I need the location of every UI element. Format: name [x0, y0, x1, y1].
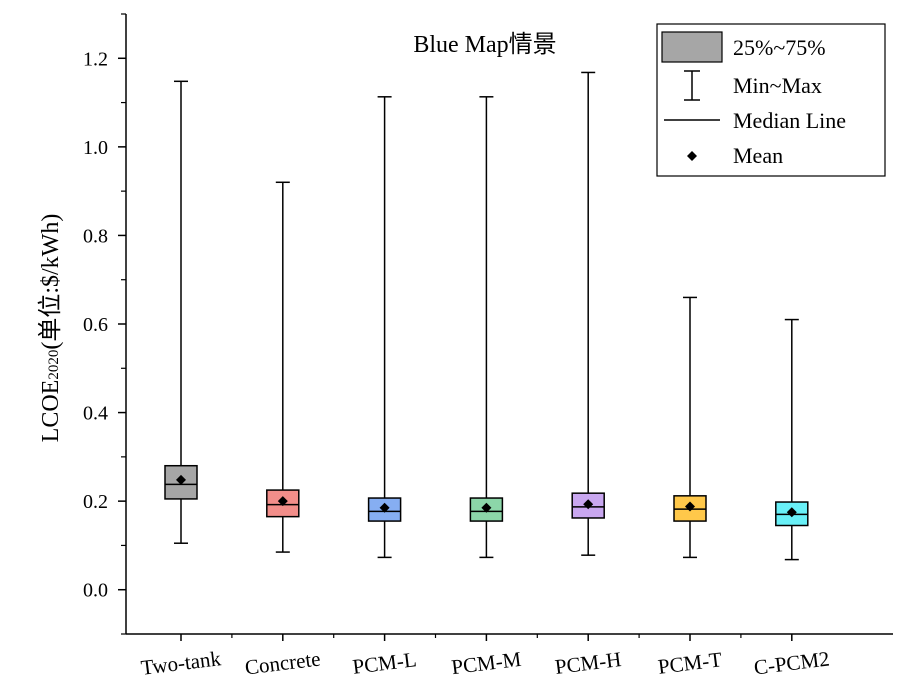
- legend-box-symbol: [661, 31, 723, 63]
- mean-marker: [481, 502, 492, 513]
- legend-label-mean: Mean: [733, 143, 783, 168]
- x-tick-label: Two-tank: [140, 646, 223, 680]
- legend-whisker-symbol: [684, 70, 700, 101]
- legend: 25%~75% Min~Max Median Line Mean: [656, 23, 886, 177]
- box-two-tank: [164, 80, 198, 544]
- legend-mean-symbol: [687, 151, 697, 161]
- y-tick-label: 1.0: [83, 137, 108, 159]
- chart-title: Blue Map情景: [413, 31, 556, 58]
- x-tick-label: PCM-H: [554, 647, 623, 679]
- box-pcm-h: [571, 71, 605, 556]
- x-tick-label: PCM-M: [450, 647, 523, 679]
- mean-marker: [379, 502, 390, 513]
- y-tick-label: 0.0: [83, 580, 108, 602]
- y-axis-label-prefix: LCOE: [38, 380, 64, 443]
- mean-marker: [685, 501, 695, 512]
- y-tick-label: 1.2: [83, 48, 108, 70]
- box-concrete: [266, 181, 300, 553]
- mean-marker: [583, 499, 594, 510]
- x-tick-label: Concrete: [244, 646, 322, 679]
- y-axis-label-suffix: (单位:$/kWh): [37, 214, 64, 350]
- legend-label-box: 25%~75%: [733, 35, 826, 60]
- mean-marker: [277, 496, 288, 507]
- mean-marker: [786, 507, 797, 518]
- x-tick-label: C-PCM2: [753, 646, 831, 679]
- legend-label-whisker: Min~Max: [733, 73, 822, 98]
- box-c-pcm2: [775, 318, 809, 561]
- box-pcm-t: [673, 296, 707, 559]
- x-tick-label: PCM-T: [657, 647, 724, 679]
- y-tick-label: 0.6: [83, 314, 108, 336]
- legend-label-median: Median Line: [733, 108, 846, 133]
- box-pcm-m: [469, 96, 504, 559]
- y-tick-label: 0.8: [83, 225, 108, 247]
- y-tick-label: 0.2: [83, 491, 108, 513]
- y-axis-label: LCOE2020(单位:$/kWh): [37, 214, 64, 443]
- y-tick-label: 0.4: [83, 403, 108, 425]
- plot-area: [164, 71, 809, 561]
- mean-marker: [176, 474, 186, 485]
- y-axis-label-subscript: 2020: [46, 350, 62, 380]
- box-pcm-l: [367, 96, 402, 559]
- x-tick-label: PCM-L: [351, 647, 418, 679]
